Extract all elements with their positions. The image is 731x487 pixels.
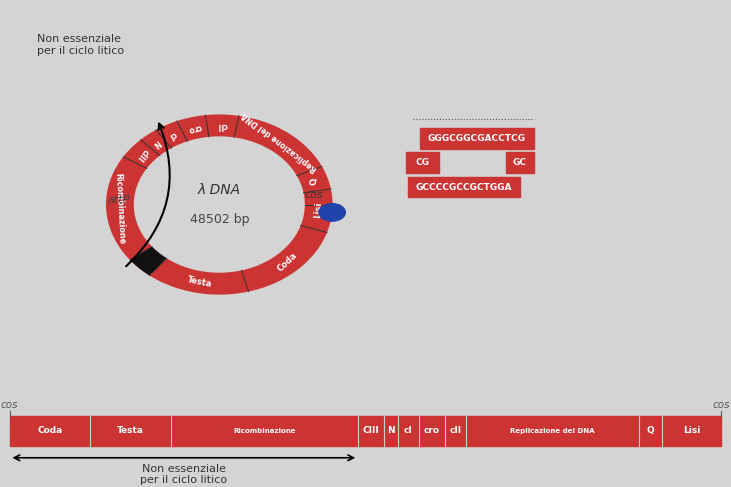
Text: Replicazione del DNA: Replicazione del DNA <box>240 110 319 173</box>
Text: λ DNA: λ DNA <box>198 183 240 197</box>
Text: Replicazione del DNA: Replicazione del DNA <box>510 428 595 434</box>
Text: Q: Q <box>308 176 319 186</box>
Text: Testa: Testa <box>117 427 144 435</box>
Text: 48502 bp: 48502 bp <box>189 213 249 225</box>
Text: Coda: Coda <box>37 427 63 435</box>
Text: cos: cos <box>305 190 323 200</box>
Bar <box>10 416 721 446</box>
Bar <box>408 177 520 197</box>
Text: GC: GC <box>512 158 527 167</box>
Text: CG: CG <box>415 158 429 167</box>
Text: attP: attP <box>107 195 130 205</box>
Text: cos: cos <box>1 399 18 410</box>
Text: GGGCGGCGACCTCG: GGGCGGCGACCTCG <box>428 134 526 143</box>
Text: Q: Q <box>647 427 654 435</box>
Text: Non essenziale
per il ciclo litico: Non essenziale per il ciclo litico <box>37 34 124 56</box>
Text: cII: cII <box>216 121 227 130</box>
Text: Lisi: Lisi <box>683 427 700 435</box>
Text: cI: cI <box>167 129 178 140</box>
Text: cos: cos <box>713 399 730 410</box>
Text: Coda: Coda <box>276 251 300 273</box>
Text: cII: cII <box>450 427 462 435</box>
Text: Non essenziale
per il ciclo litico: Non essenziale per il ciclo litico <box>140 464 227 485</box>
Bar <box>406 152 439 173</box>
PathPatch shape <box>106 114 333 295</box>
Text: cIII: cIII <box>135 147 150 163</box>
PathPatch shape <box>130 246 167 276</box>
Text: CIII: CIII <box>363 427 379 435</box>
Text: cro: cro <box>186 122 202 134</box>
Circle shape <box>319 204 345 221</box>
Text: Lisi: Lisi <box>314 202 324 218</box>
Text: Ricombinazione: Ricombinazione <box>113 173 126 244</box>
Text: Testa: Testa <box>186 275 213 289</box>
Text: cI: cI <box>404 427 413 435</box>
Bar <box>420 128 534 149</box>
Text: cro: cro <box>424 427 440 435</box>
Text: GCCCCGCCGCTGGA: GCCCCGCCGCTGGA <box>415 183 512 191</box>
Text: Ricombinazione: Ricombinazione <box>233 428 296 434</box>
Bar <box>506 152 534 173</box>
Text: N: N <box>387 427 395 435</box>
Text: N: N <box>151 137 162 149</box>
